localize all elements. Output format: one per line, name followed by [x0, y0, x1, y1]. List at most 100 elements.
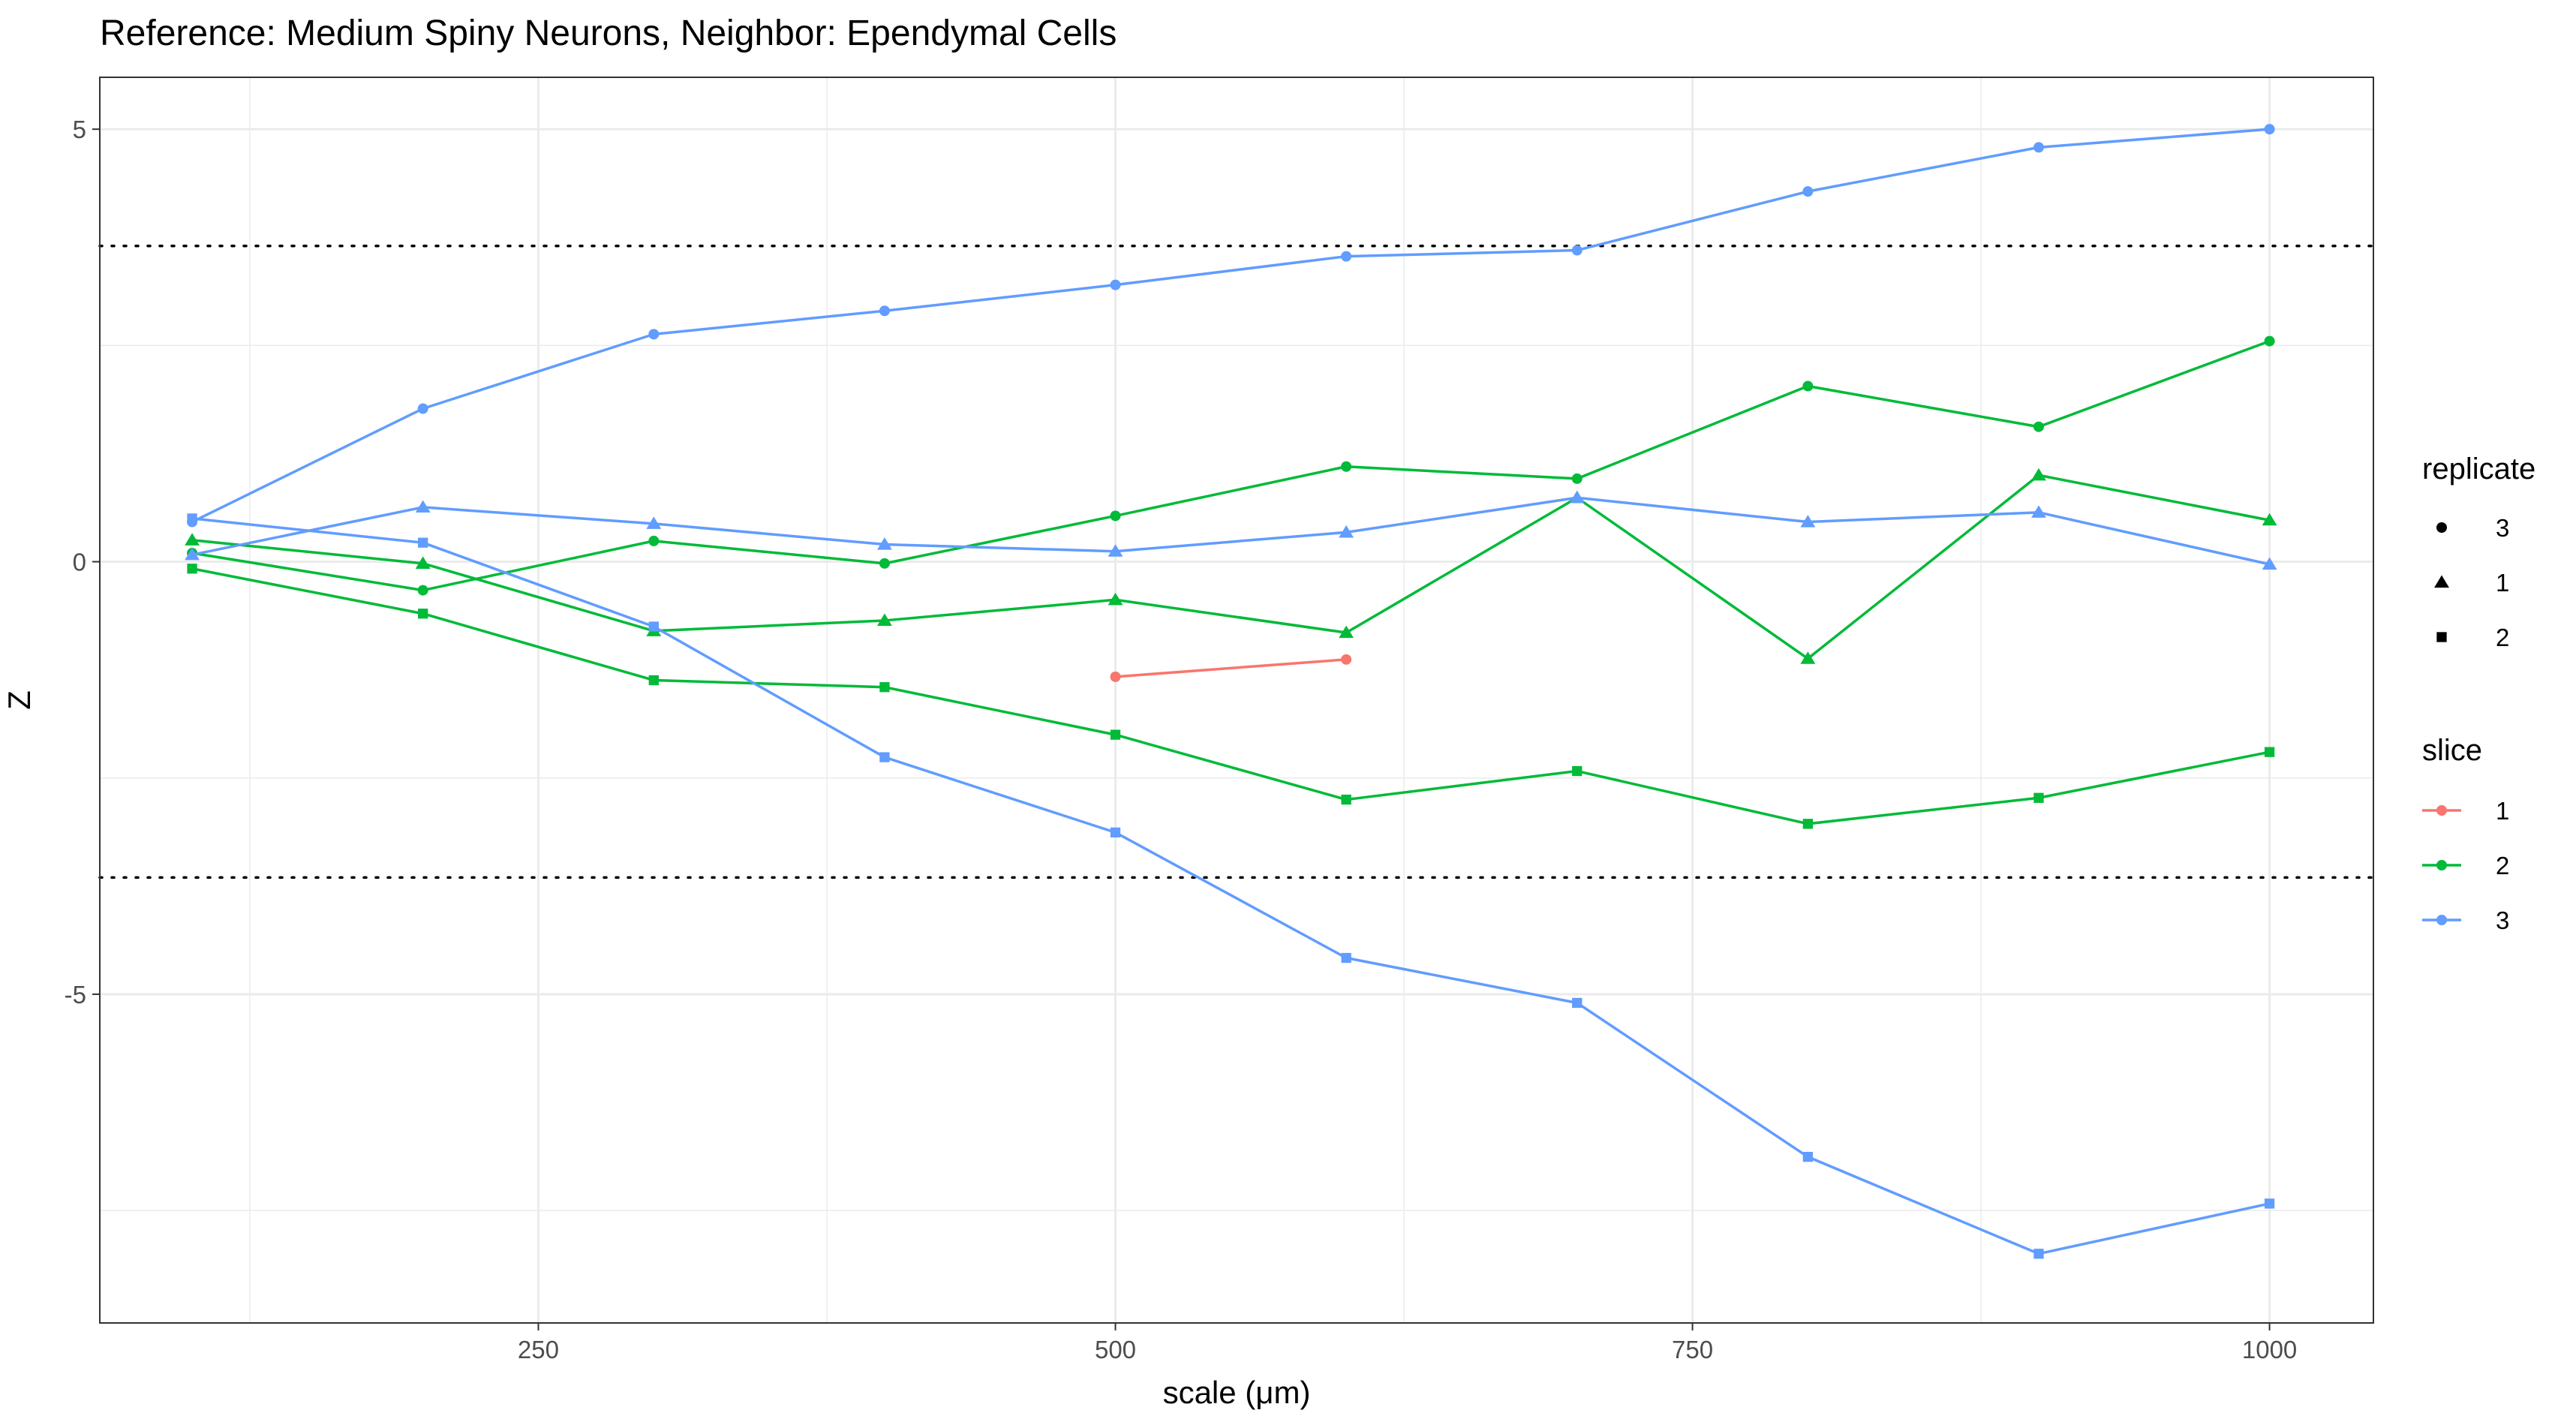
legend-key-square	[2436, 632, 2447, 642]
x-axis-label: scale (μm)	[1163, 1375, 1311, 1410]
series-line	[191, 567, 2270, 825]
data-point	[879, 752, 890, 762]
legend-key-point	[2436, 915, 2447, 925]
data-point	[1108, 544, 1123, 557]
data-point	[417, 585, 428, 596]
data-point	[417, 403, 428, 414]
legend-label-replicate: 1	[2496, 569, 2509, 597]
data-point	[1800, 515, 1816, 528]
data-point	[2031, 467, 2046, 481]
data-point	[1802, 1152, 1813, 1162]
data-point	[187, 513, 197, 524]
data-point	[2262, 557, 2277, 570]
legend-title-replicate: replicate	[2422, 452, 2535, 486]
series-line	[191, 128, 2270, 524]
data-point	[1110, 827, 1121, 838]
series-slice-3-replicate-2	[187, 513, 2275, 1259]
series-line	[191, 339, 2271, 592]
axes: 250 500 750 1000 -5 0 5	[65, 116, 2298, 1363]
series-slice-3-replicate-3	[187, 124, 2275, 528]
data-point	[2264, 1198, 2275, 1209]
legend-key-circle	[2436, 522, 2447, 533]
y-axis-label: Z	[2, 690, 37, 710]
data-point	[1802, 186, 1814, 197]
data-point	[648, 675, 659, 686]
data-point	[1572, 997, 1583, 1009]
data-point	[2033, 421, 2044, 432]
series-slice-2-replicate-1	[185, 467, 2277, 664]
legend-label-replicate: 2	[2496, 624, 2509, 651]
series-slice-2-replicate-3	[187, 335, 2275, 596]
series-slice-2-replicate-2	[187, 564, 2275, 829]
data-point	[187, 564, 197, 574]
data-point	[1571, 473, 1583, 484]
legend-label-slice: 1	[2496, 797, 2509, 825]
data-point	[1108, 592, 1123, 606]
data-point	[879, 558, 890, 569]
data-point	[2031, 505, 2046, 518]
series-layer	[185, 124, 2277, 1259]
x-tick-label: 250	[518, 1336, 559, 1363]
y-tick-label: 5	[73, 116, 86, 143]
series-line	[191, 496, 2270, 566]
data-point	[1569, 490, 1585, 504]
data-point	[648, 329, 660, 340]
data-point	[2262, 513, 2277, 526]
data-point	[415, 556, 431, 569]
legend: replicate 3 1 2 slice 1 2 3	[2422, 452, 2535, 934]
legend-key-triangle	[2434, 575, 2449, 588]
data-point	[1341, 952, 1351, 964]
data-point	[1341, 461, 1352, 472]
data-point	[1341, 654, 1352, 665]
legend-key-point	[2436, 860, 2447, 870]
data-point	[185, 547, 200, 561]
data-point	[1800, 651, 1816, 664]
data-point	[1110, 671, 1121, 682]
series-slice-1-replicate-3	[1110, 654, 1352, 682]
legend-title-slice: slice	[2422, 734, 2482, 767]
data-point	[418, 609, 428, 619]
data-point	[1571, 245, 1583, 256]
data-point	[418, 537, 428, 548]
data-point	[2264, 124, 2275, 135]
series-line	[1115, 658, 1347, 678]
data-point	[2264, 747, 2275, 757]
data-point	[876, 537, 892, 550]
data-point	[1341, 794, 1351, 805]
series-line	[191, 474, 2270, 660]
data-point	[1110, 510, 1121, 522]
series-slice-3-replicate-1	[185, 490, 2277, 570]
legend-key-point	[2436, 805, 2447, 816]
data-point	[1339, 625, 1354, 639]
data-point	[1802, 819, 1813, 829]
data-point	[879, 305, 890, 317]
series-line	[191, 517, 2270, 1255]
chart-title: Reference: Medium Spiny Neurons, Neighbo…	[100, 14, 1117, 53]
y-tick-label: 0	[73, 549, 86, 576]
data-point	[648, 535, 660, 546]
data-point	[185, 533, 200, 546]
data-point	[1110, 279, 1121, 290]
data-point	[1341, 251, 1352, 262]
legend-label-slice: 3	[2496, 906, 2509, 934]
data-point	[2033, 1249, 2044, 1259]
data-point	[648, 621, 659, 632]
data-point	[415, 500, 431, 513]
data-point	[2033, 792, 2044, 803]
panel-border	[99, 77, 2374, 1324]
data-point	[1572, 765, 1583, 777]
grid	[100, 77, 2373, 1323]
x-tick-label: 1000	[2242, 1336, 2297, 1363]
legend-label-slice: 2	[2496, 852, 2509, 879]
data-point	[879, 682, 890, 693]
data-point	[876, 613, 892, 627]
x-tick-label: 750	[1672, 1336, 1713, 1363]
data-point	[1110, 729, 1121, 740]
data-point	[1802, 380, 1814, 392]
legend-label-replicate: 3	[2496, 514, 2509, 542]
data-point	[2264, 335, 2275, 347]
x-tick-label: 500	[1095, 1336, 1136, 1363]
data-point	[2033, 142, 2044, 153]
